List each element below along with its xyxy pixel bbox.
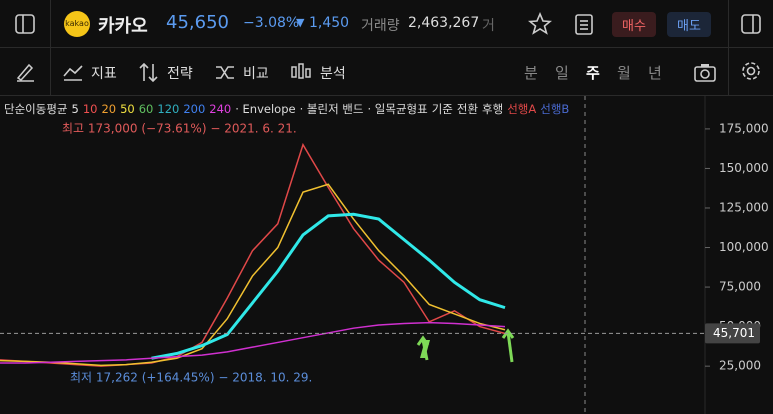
y-tick-label: 150,000 — [719, 161, 769, 175]
period-tab[interactable]: 주 — [586, 64, 600, 82]
price-tag-label: 45,701 — [713, 326, 755, 340]
period-tab[interactable]: 년 — [648, 64, 662, 82]
y-tick-label: 25,000 — [719, 359, 761, 373]
series-line — [151, 212, 506, 360]
period-tab[interactable]: 분 — [524, 64, 538, 82]
series-line — [0, 321, 506, 364]
period-tab[interactable]: 월 — [617, 64, 631, 82]
volume: 2,463,267 — [408, 15, 480, 31]
y-tick-label: 125,000 — [719, 200, 769, 214]
marker-arrow — [416, 335, 430, 346]
settings-icon[interactable] — [740, 60, 762, 82]
legend-period: 60 — [138, 102, 154, 116]
sidebar-icon[interactable] — [14, 13, 36, 35]
legend-item: 선행A — [507, 102, 537, 116]
y-tick-label: 75,000 — [719, 280, 761, 294]
notes-icon[interactable] — [572, 12, 596, 36]
buy-button[interactable]: 매수 — [612, 12, 656, 37]
legend-item: · 일목균형표 — [367, 102, 428, 116]
marker-arrow — [421, 339, 429, 361]
strategy-icon[interactable] — [138, 61, 160, 83]
favorite-icon[interactable] — [528, 12, 552, 36]
tool-label[interactable]: 비교 — [243, 66, 269, 82]
sell-button[interactable]: 매도 — [667, 12, 711, 37]
legend-item: 기준 — [431, 102, 453, 116]
divider — [728, 0, 729, 47]
legend-item: 전환 — [456, 102, 479, 116]
top-bar: kakao 카카오 45,650 −3.08% ▼ 1,450 거래량 2,46… — [0, 0, 773, 48]
divider — [50, 48, 51, 95]
legend-period: 50 — [120, 102, 135, 116]
legend-period: 20 — [101, 102, 117, 116]
legend-item: 선행B — [540, 102, 570, 116]
marker-arrow — [506, 331, 514, 363]
analysis-icon[interactable] — [289, 61, 313, 83]
camera-icon[interactable] — [693, 61, 717, 83]
high-annotation: 최고 173,000 (−73.61%) − 2021. 6. 21. — [62, 122, 297, 136]
panel-icon[interactable] — [740, 13, 762, 35]
change: 1,450 — [309, 15, 350, 31]
change-pct: −3.08% — [243, 15, 300, 31]
price-tag — [705, 323, 760, 344]
divider — [728, 48, 729, 95]
divider — [50, 0, 51, 47]
legend-item: · Envelope — [235, 102, 296, 116]
series-line — [0, 142, 506, 367]
price: 45,650 — [166, 12, 229, 33]
legend-period: 240 — [209, 102, 232, 116]
y-tick-label: 175,000 — [719, 121, 769, 135]
legend-period: 120 — [157, 102, 180, 116]
tool-label[interactable]: 전략 — [167, 66, 193, 82]
tool-label[interactable]: 지표 — [91, 66, 117, 82]
marker-arrow — [501, 328, 515, 339]
down-arrow: ▼ — [296, 16, 305, 29]
legend: 단순이동평균 5 10 20 50 60 120 200 240 · Envelope · 볼린저 … — [4, 101, 573, 117]
compare-icon[interactable] — [214, 61, 236, 83]
legend-item: · 볼린저 밴드 — [299, 102, 364, 116]
y-tick-label: 100,000 — [719, 240, 769, 254]
indicator-icon[interactable] — [62, 62, 84, 82]
series-line — [0, 183, 506, 367]
legend-period: 10 — [82, 102, 98, 116]
tool-label[interactable]: 분석 — [320, 66, 346, 82]
period-tab[interactable]: 일 — [555, 64, 569, 82]
low-annotation: 최저 17,262 (+164.45%) − 2018. 10. 29. — [70, 371, 312, 385]
draw-icon[interactable] — [14, 60, 36, 82]
legend-period: 200 — [183, 102, 206, 116]
chart: 25,00050,00075,000100,000125,000150,0001… — [0, 96, 769, 414]
logo: kakao — [64, 11, 90, 37]
legend-item: 후행 — [482, 102, 504, 116]
volume-label: 거래량 — [361, 18, 400, 34]
legend-label: 단순이동평균 — [4, 102, 68, 116]
cut-text: 거 — [482, 18, 495, 34]
legend-period: 5 — [71, 102, 79, 116]
stock-name: 카카오 — [98, 16, 148, 37]
